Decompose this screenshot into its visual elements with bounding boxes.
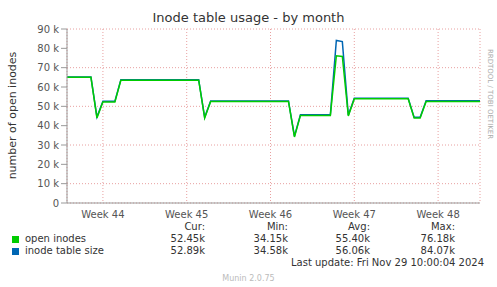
svg-text:Week 47: Week 47 [333,209,376,220]
svg-text:Week 48: Week 48 [416,209,459,220]
svg-text:Week 44: Week 44 [81,209,124,220]
html-text:Cur:: Cur: [184,221,205,232]
html-text:Avg:: Avg: [348,221,370,232]
html-text:52.45k: 52.45k [170,233,205,244]
html-text:Max:: Max: [431,221,455,232]
svg-text:Week 45: Week 45 [165,209,208,220]
html-text:inode table size: inode table size [25,245,104,256]
svg-text:20 k: 20 k [37,159,59,170]
html-text:56.06k: 56.06k [335,245,370,256]
svg-text:60 k: 60 k [37,82,59,93]
svg-text:40 k: 40 k [37,120,59,131]
html-text:number of open inodes: number of open inodes [5,51,19,180]
svg-text:30 k: 30 k [37,140,59,151]
svg-text:50 k: 50 k [37,101,59,112]
html-text:Inode table usage - by month: Inode table usage - by month [152,10,345,25]
html-text:84.07k: 84.07k [420,245,455,256]
svg-text:Week 46: Week 46 [249,209,292,220]
svg-text:10 k: 10 k [37,178,59,189]
html-text:Last update: Fri Nov 29 10:00:: Last update: Fri Nov 29 10:00:04 2024 [291,257,484,268]
svg-text:70 k: 70 k [37,62,59,73]
html-text:34.58k: 34.58k [253,245,288,256]
html-text:Munin 2.0.75: Munin 2.0.75 [222,274,275,283]
html-text:open inodes: open inodes [25,233,87,244]
html-text:34.15k: 34.15k [253,233,288,244]
html-text:Min:: Min: [266,221,288,232]
svg-text:80 k: 80 k [37,43,59,54]
html-text:76.18k: 76.18k [420,233,455,244]
html-text:55.40k: 55.40k [335,233,370,244]
html-text:RRDTOOL / TOBI OETIKER: RRDTOOL / TOBI OETIKER [486,48,494,140]
svg-text:90 k: 90 k [37,24,59,35]
svg-text:0: 0 [53,198,59,209]
html-text:52.89k: 52.89k [170,245,205,256]
